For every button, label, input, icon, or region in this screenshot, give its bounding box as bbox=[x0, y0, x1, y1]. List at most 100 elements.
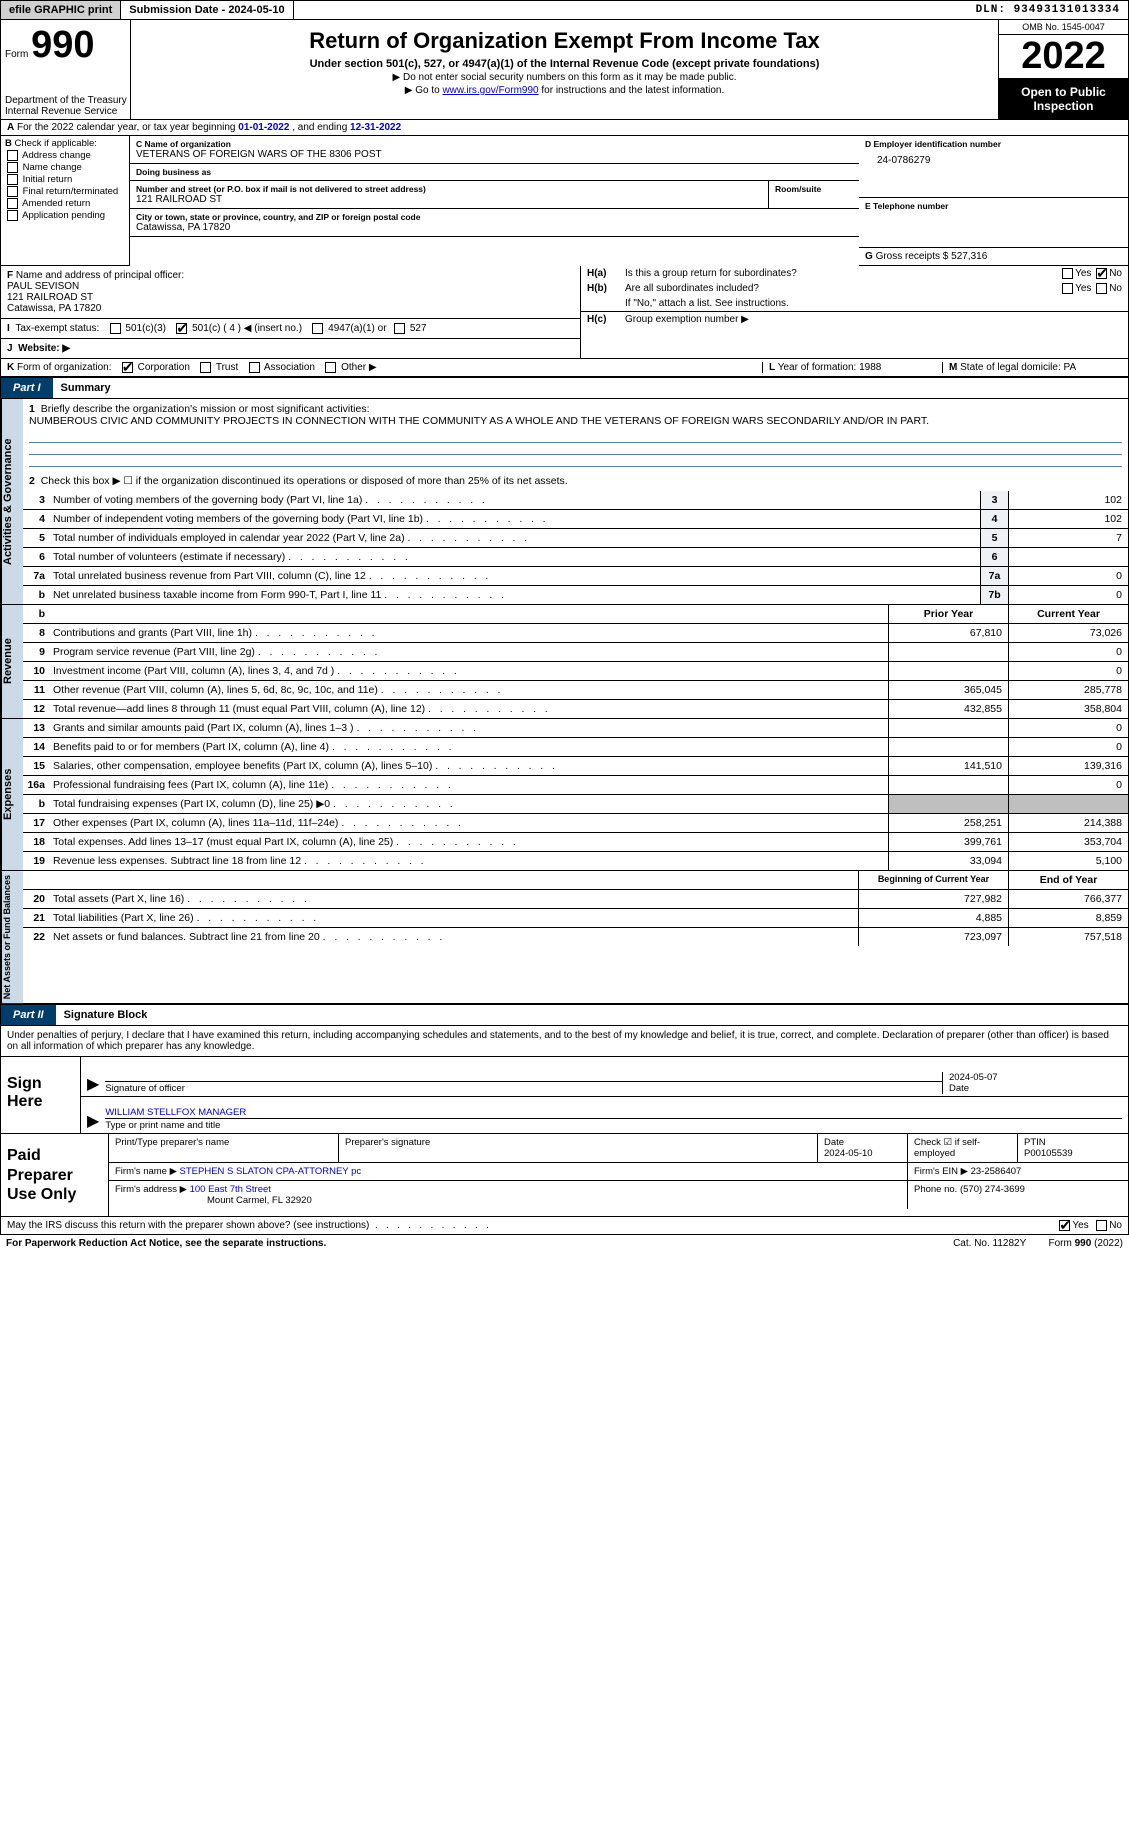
current-year-hdr: Current Year bbox=[1008, 605, 1128, 623]
prior-year-value: 399,761 bbox=[888, 833, 1008, 851]
efile-label[interactable]: efile GRAPHIC print bbox=[1, 1, 120, 19]
cb-527[interactable] bbox=[394, 323, 405, 334]
current-year-value: 0 bbox=[1008, 719, 1128, 737]
current-year-value: 0 bbox=[1008, 738, 1128, 756]
line2-discontinued: 2 Check this box ▶ ☐ if the organization… bbox=[23, 467, 1128, 491]
table-row: 13Grants and similar amounts paid (Part … bbox=[23, 719, 1128, 738]
table-row: 3Number of voting members of the governi… bbox=[23, 491, 1128, 510]
revenue-header-row: b Prior Year Current Year bbox=[23, 605, 1128, 624]
website-row: J Website: ▶ bbox=[1, 339, 580, 358]
ptin-value: P00105539 bbox=[1024, 1148, 1073, 1159]
signature-of-officer-lbl: Signature of officer bbox=[105, 1081, 942, 1094]
current-year-value: 0 bbox=[1008, 643, 1128, 661]
section-revenue: Revenue b Prior Year Current Year 8Contr… bbox=[0, 605, 1129, 719]
form-header: Form 990 Department of the Treasury Inte… bbox=[0, 20, 1129, 120]
arrow-icon: ▶ bbox=[87, 1074, 99, 1094]
current-year-value: 139,316 bbox=[1008, 757, 1128, 775]
current-year-value: 214,388 bbox=[1008, 814, 1128, 832]
preparer-row2: Firm's name ▶ STEPHEN S SLATON CPA-ATTOR… bbox=[109, 1163, 1128, 1181]
open-to-public: Open to Public Inspection bbox=[999, 79, 1128, 119]
sign-here-block: SignHere ▶ Signature of officer 2024-05-… bbox=[0, 1057, 1129, 1134]
section-netassets: Net Assets or Fund Balances Beginning of… bbox=[0, 871, 1129, 1004]
table-row: 4Number of independent voting members of… bbox=[23, 510, 1128, 529]
row-klm: K Form of organization: Corporation Trus… bbox=[0, 359, 1129, 377]
row-fh: F Name and address of principal officer:… bbox=[0, 266, 1129, 359]
line-value: 102 bbox=[1008, 510, 1128, 528]
part1-header: Part I Summary bbox=[0, 377, 1129, 399]
form-footer: Form 990 (2022) bbox=[1049, 1238, 1123, 1249]
org-name: VETERANS OF FOREIGN WARS OF THE 8306 POS… bbox=[136, 149, 853, 160]
cb-other[interactable] bbox=[325, 362, 336, 373]
cb-501c3[interactable] bbox=[110, 323, 121, 334]
prep-date: 2024-05-10 bbox=[824, 1148, 873, 1159]
current-year-value: 358,804 bbox=[1008, 700, 1128, 718]
irs-link[interactable]: www.irs.gov/Form990 bbox=[442, 85, 538, 96]
firm-name[interactable]: STEPHEN S SLATON CPA-ATTORNEY pc bbox=[180, 1166, 362, 1177]
firm-phone: (570) 274-3699 bbox=[960, 1184, 1025, 1195]
pra-notice: For Paperwork Reduction Act Notice, see … bbox=[6, 1238, 326, 1249]
ha-yes[interactable] bbox=[1062, 268, 1073, 279]
cb-corporation[interactable] bbox=[122, 362, 133, 373]
part2-header: Part II Signature Block bbox=[0, 1004, 1129, 1026]
cb-trust[interactable] bbox=[200, 362, 211, 373]
prior-year-value: 432,855 bbox=[888, 700, 1008, 718]
cb-amended-return[interactable]: Amended return bbox=[5, 198, 125, 209]
firm-addr1[interactable]: 100 East 7th Street bbox=[190, 1184, 271, 1195]
discuss-no[interactable] bbox=[1096, 1220, 1107, 1231]
principal-officer: F Name and address of principal officer:… bbox=[1, 266, 580, 319]
officer-printed-name[interactable]: WILLIAM STELLFOX MANAGER bbox=[105, 1107, 246, 1118]
begin-date[interactable]: 01-01-2022 bbox=[238, 122, 289, 133]
cb-4947[interactable] bbox=[312, 323, 323, 334]
cb-name-change[interactable]: Name change bbox=[5, 162, 125, 173]
gross-receipts: 527,316 bbox=[951, 251, 987, 262]
line-box: 4 bbox=[980, 510, 1008, 528]
date-lbl: Date bbox=[949, 1083, 1122, 1094]
h-b-row: H(b) Are all subordinates included? Yes … bbox=[581, 281, 1128, 296]
irs-discuss-row: May the IRS discuss this return with the… bbox=[0, 1217, 1129, 1235]
form-number: 990 bbox=[31, 24, 94, 66]
form-prefix: Form bbox=[5, 49, 28, 60]
paid-preparer-block: PaidPreparerUse Only Print/Type preparer… bbox=[0, 1134, 1129, 1217]
cb-application-pending[interactable]: Application pending bbox=[5, 210, 125, 221]
cb-initial-return[interactable]: Initial return bbox=[5, 174, 125, 185]
tax-exempt-status: I Tax-exempt status: 501(c)(3) 501(c) ( … bbox=[1, 319, 580, 339]
cb-address-change[interactable]: Address change bbox=[5, 150, 125, 161]
state-domicile: M State of legal domicile: PA bbox=[942, 362, 1122, 373]
room-suite-lbl: Room/suite bbox=[775, 184, 853, 194]
prep-name-lbl: Print/Type preparer's name bbox=[115, 1137, 229, 1148]
current-year-value bbox=[1008, 795, 1128, 813]
declaration-text: Under penalties of perjury, I declare th… bbox=[0, 1026, 1129, 1057]
end-date[interactable]: 12-31-2022 bbox=[350, 122, 401, 133]
table-row: 10Investment income (Part VIII, column (… bbox=[23, 662, 1128, 681]
hb-yes[interactable] bbox=[1062, 283, 1073, 294]
table-row: 22Net assets or fund balances. Subtract … bbox=[23, 928, 1128, 946]
prior-year-value bbox=[888, 776, 1008, 794]
current-year-value: 73,026 bbox=[1008, 624, 1128, 642]
current-year-value: 5,100 bbox=[1008, 852, 1128, 870]
cb-association[interactable] bbox=[249, 362, 260, 373]
h-b-note: If "No," attach a list. See instructions… bbox=[581, 296, 1128, 311]
year-formation: L Year of formation: 1988 bbox=[762, 362, 942, 373]
hb-no[interactable] bbox=[1096, 283, 1107, 294]
ein-cell: D Employer identification number 24-0786… bbox=[859, 136, 1128, 198]
table-row: bNet unrelated business taxable income f… bbox=[23, 586, 1128, 604]
cb-final-return[interactable]: Final return/terminated bbox=[5, 186, 125, 197]
mission-blank3 bbox=[29, 455, 1122, 467]
table-row: 14Benefits paid to or for members (Part … bbox=[23, 738, 1128, 757]
line-box: 3 bbox=[980, 491, 1008, 509]
prior-year-value: 258,251 bbox=[888, 814, 1008, 832]
dba-cell: Doing business as bbox=[130, 164, 859, 181]
officer-name: PAUL SEVISON bbox=[7, 281, 79, 292]
cb-501c[interactable] bbox=[176, 323, 187, 334]
preparer-row1: Print/Type preparer's name Preparer's si… bbox=[109, 1134, 1128, 1163]
end-year-hdr: End of Year bbox=[1008, 871, 1128, 889]
type-print-name-lbl: Type or print name and title bbox=[105, 1118, 1122, 1131]
ha-no[interactable] bbox=[1096, 268, 1107, 279]
table-row: 5Total number of individuals employed in… bbox=[23, 529, 1128, 548]
line1-mission: 1 Briefly describe the organization's mi… bbox=[23, 399, 1128, 431]
current-year-value: 285,778 bbox=[1008, 681, 1128, 699]
discuss-yes[interactable] bbox=[1059, 1220, 1070, 1231]
header-right: OMB No. 1545-0047 2022 Open to Public In… bbox=[998, 20, 1128, 119]
prior-year-value bbox=[888, 643, 1008, 661]
current-year-value: 353,704 bbox=[1008, 833, 1128, 851]
